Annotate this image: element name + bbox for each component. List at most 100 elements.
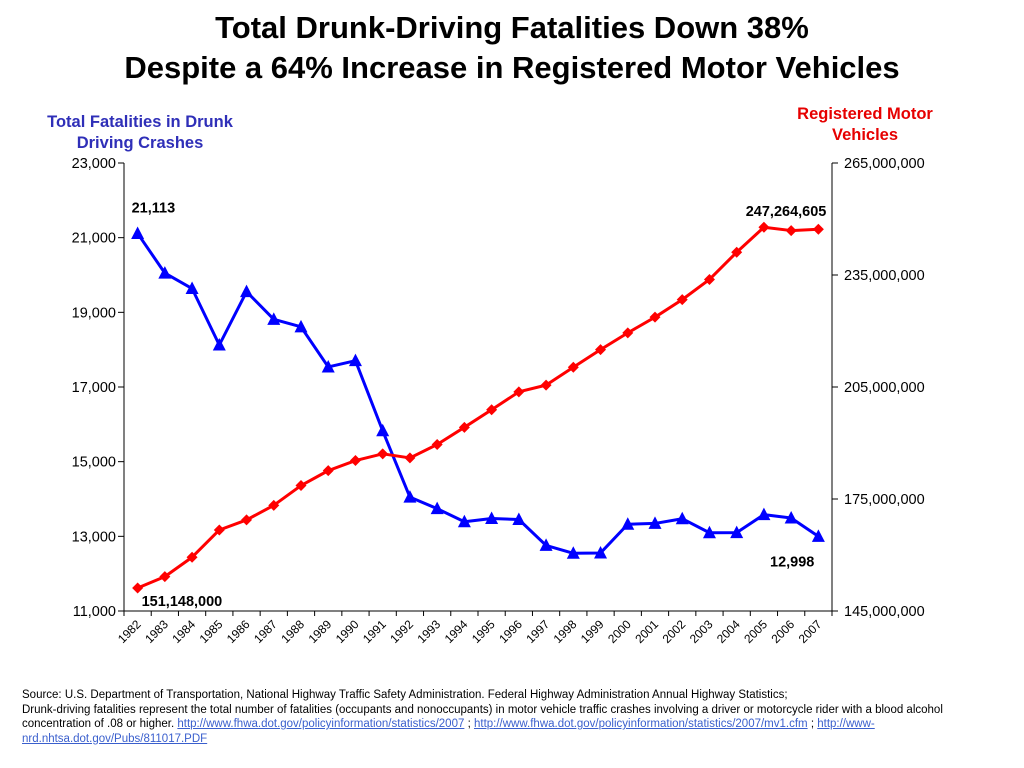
- source-link-1[interactable]: http://www.fhwa.dot.gov/policyinformatio…: [177, 718, 465, 730]
- fatalities-point: [267, 312, 281, 325]
- fatalities-point: [485, 511, 499, 524]
- source-link-2[interactable]: http://www.fhwa.dot.gov/policyinformatio…: [473, 718, 808, 730]
- fatalities-point: [376, 423, 390, 437]
- fatalities-point: [702, 525, 716, 539]
- registered-vehicles-point: [213, 524, 225, 536]
- series-line-fatalities: [136, 232, 820, 555]
- x-tick-label: 2002: [660, 617, 689, 646]
- left-y-tick-label: 11,000: [73, 604, 116, 620]
- registered-vehicles-point: [676, 294, 688, 306]
- registered-vehicles-point: [622, 327, 634, 339]
- fatalities-point: [811, 529, 825, 542]
- registered-vehicles-point: [731, 246, 743, 258]
- source-link-3[interactable]: http://www-nrd.nhtsa.dot.gov/Pubs/811017…: [22, 718, 875, 745]
- fatalities-point: [240, 284, 254, 298]
- x-tick-label: 1992: [387, 617, 416, 646]
- registered-vehicles-point: [295, 480, 307, 492]
- data-label: 247,264,605: [746, 204, 827, 220]
- fatalities-point: [730, 525, 744, 539]
- x-tick-label: 1984: [169, 617, 198, 646]
- series-line-registered-vehicles: [137, 225, 819, 590]
- data-label: 151,148,000: [142, 594, 223, 610]
- x-tick-label: 1985: [197, 617, 226, 646]
- registered-vehicles-point: [322, 465, 334, 477]
- registered-vehicles-point: [404, 452, 416, 464]
- registered-vehicles-point: [513, 386, 525, 398]
- x-tick-label: 1999: [578, 617, 607, 646]
- registered-vehicles-point: [431, 438, 443, 450]
- fatalities-point: [348, 353, 362, 367]
- x-tick-label: 1982: [115, 617, 144, 646]
- registered-vehicles-point: [132, 582, 144, 594]
- left-y-tick-label: 15,000: [72, 455, 116, 471]
- dual-axis-line-chart: 11,000 13,000 15,000 17,000 19,000 21,000 23,0…: [72, 156, 925, 646]
- left-y-tick-label: 21,000: [72, 231, 116, 247]
- x-tick-label: 1997: [523, 617, 552, 646]
- registered-vehicles-point: [268, 499, 280, 511]
- x-tick-label: 2007: [796, 617, 825, 646]
- fatalities-point: [185, 281, 199, 295]
- data-label: 21,113: [132, 200, 176, 216]
- fatalities-point: [321, 359, 335, 373]
- left-axis-title: Total Fatalities in Drunk Driving Crashe…: [47, 113, 233, 152]
- fatalities-point: [403, 490, 417, 503]
- registered-vehicles-point: [812, 223, 824, 235]
- fatalities-point: [757, 507, 771, 521]
- registered-vehicles-point: [349, 455, 361, 467]
- right-y-tick-label: 175,000,000: [844, 492, 925, 508]
- right-y-tick-label: 145,000,000: [844, 604, 925, 620]
- source-line-2: Drunk-driving fatalities represent the t…: [22, 703, 1012, 747]
- x-tick-label: 1983: [142, 617, 171, 646]
- left-y-tick-label: 23,000: [72, 156, 116, 172]
- source-line-1: Source: U.S. Department of Transportatio…: [22, 689, 788, 701]
- x-tick-label: 1987: [251, 617, 280, 646]
- left-y-tick-label: 13,000: [72, 529, 116, 545]
- registered-vehicles-point: [241, 514, 253, 526]
- fatalities-point: [784, 511, 798, 524]
- x-tick-label: 2005: [741, 617, 770, 646]
- fatalities-point: [512, 512, 526, 525]
- x-tick-label: 1993: [414, 617, 443, 646]
- x-tick-label: 1991: [360, 617, 389, 646]
- right-axis-title: Registered Motor Vehicles: [797, 105, 933, 144]
- registered-vehicles-point: [458, 421, 470, 433]
- x-tick-label: 2000: [605, 617, 634, 646]
- x-tick-label: 1996: [496, 617, 525, 646]
- source-separator-2: ;: [810, 718, 815, 730]
- fatalities-point: [594, 545, 608, 559]
- registered-vehicles-point: [567, 361, 579, 373]
- fatalities-point: [212, 338, 226, 351]
- right-y-tick-label: 265,000,000: [844, 156, 925, 172]
- x-tick-label: 1990: [333, 617, 362, 646]
- x-tick-label: 1998: [551, 617, 580, 646]
- source-note: Source: U.S. Department of Transportatio…: [22, 688, 1012, 746]
- left-y-tick-label: 19,000: [72, 305, 116, 321]
- x-tick-label: 2006: [768, 617, 797, 646]
- fatalities-point: [430, 501, 444, 515]
- registered-vehicles-point: [785, 225, 797, 237]
- fatalities-point: [539, 538, 553, 551]
- registered-vehicles-point: [649, 311, 661, 323]
- chart-title-line-1: Total Drunk-Driving Fatalities Down 38%: [215, 10, 809, 45]
- fatalities-point: [566, 546, 580, 559]
- fatalities-point: [131, 226, 145, 239]
- x-tick-label: 1986: [224, 617, 253, 646]
- fatalities-point: [294, 319, 308, 333]
- registered-vehicles-point: [159, 571, 171, 583]
- fatalities-point: [457, 514, 471, 528]
- x-tick-label: 1989: [306, 617, 335, 646]
- registered-vehicles-point: [377, 448, 389, 460]
- registered-vehicles-point: [595, 344, 607, 356]
- registered-vehicles-point: [703, 273, 715, 285]
- x-tick-label: 1994: [442, 617, 471, 646]
- x-tick-label: 1995: [469, 617, 498, 646]
- left-y-tick-label: 17,000: [72, 380, 116, 396]
- x-tick-label: 2004: [714, 617, 743, 646]
- fatalities-point: [675, 511, 689, 525]
- chart-title-line-2: Despite a 64% Increase in Registered Mot…: [124, 50, 900, 85]
- registered-vehicles-point: [758, 221, 770, 233]
- registered-vehicles-point: [186, 551, 198, 563]
- data-label: 12,998: [770, 554, 814, 570]
- x-tick-label: 2003: [687, 617, 716, 646]
- source-description: Drunk-driving fatalities represent the t…: [22, 703, 943, 731]
